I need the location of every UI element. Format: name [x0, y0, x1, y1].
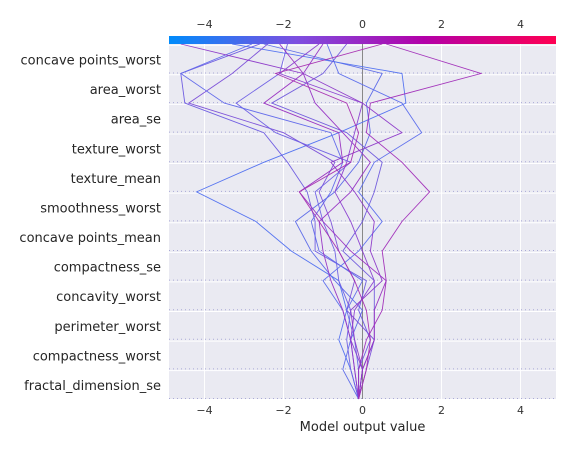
x-tick-label-top: 0	[359, 18, 366, 31]
x-tick-label-bottom: −4	[196, 404, 212, 417]
decision-line	[195, 43, 407, 400]
grid-layer	[169, 41, 556, 399]
feature-label: fractal_dimension_se	[24, 379, 161, 394]
decision-line	[180, 43, 403, 400]
decision-lines-layer	[179, 43, 483, 400]
feature-label: smoothness_worst	[40, 201, 161, 216]
decision-line	[358, 43, 483, 399]
x-tick-label-bottom: −2	[275, 404, 291, 417]
x-tick-label-top: −4	[196, 18, 212, 31]
x-tick-label-top: 4	[517, 18, 524, 31]
x-tick-label-bottom: 0	[359, 404, 366, 417]
x-tick-label-bottom: 4	[517, 404, 524, 417]
feature-label: texture_worst	[72, 142, 161, 157]
feature-label: concavity_worst	[56, 290, 161, 305]
feature-labels-layer: concave points_worst area_worst area_setex…	[19, 54, 161, 394]
feature-label: compactness_se	[54, 261, 161, 276]
colorbar	[169, 36, 556, 44]
x-tick-label-top: −2	[275, 18, 291, 31]
feature-label: area_worst	[90, 83, 161, 98]
x-tick-label-top: 2	[438, 18, 445, 31]
feature-label: area_se	[111, 113, 161, 128]
feature-label: concave points_worst	[20, 54, 161, 69]
x-ticks-layer: −4 −4 −2 −2 0 0 2 2 4 4	[196, 18, 524, 417]
decision-line	[262, 43, 387, 400]
feature-label: perimeter_worst	[54, 320, 161, 335]
decision-line	[274, 43, 383, 400]
feature-label: compactness_worst	[33, 349, 161, 364]
feature-label: texture_mean	[71, 172, 161, 187]
x-tick-label-bottom: 2	[438, 404, 445, 417]
feature-label: concave points_mean	[19, 231, 161, 246]
x-axis-title: Model output value	[300, 420, 426, 435]
